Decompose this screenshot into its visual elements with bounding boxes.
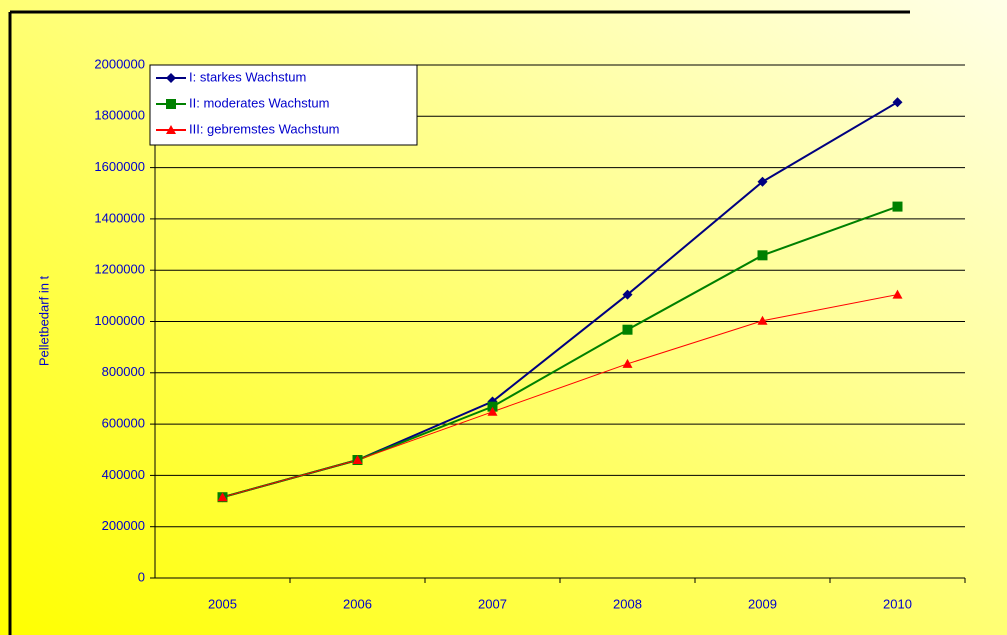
x-tick-label: 2008 xyxy=(613,596,642,611)
legend-label: III: gebremstes Wachstum xyxy=(189,121,340,136)
legend-marker xyxy=(166,99,176,109)
series-line xyxy=(222,294,898,498)
legend-label: II: moderates Wachstum xyxy=(189,95,329,110)
x-tick-label: 2009 xyxy=(748,596,777,611)
y-tick-label: 800000 xyxy=(102,364,145,379)
y-tick-label: 0 xyxy=(138,569,145,584)
y-tick-label: 2000000 xyxy=(94,56,145,71)
y-tick-label: 1600000 xyxy=(94,159,145,174)
data-point xyxy=(892,201,903,212)
x-tick-label: 2007 xyxy=(478,596,507,611)
data-point xyxy=(892,289,903,299)
legend-marker xyxy=(166,125,176,134)
legend-label: I: starkes Wachstum xyxy=(189,69,306,84)
data-point xyxy=(622,289,633,300)
y-tick-label: 1000000 xyxy=(94,313,145,328)
data-point xyxy=(892,97,903,108)
data-point xyxy=(757,176,768,187)
y-tick-label: 400000 xyxy=(102,467,145,482)
data-point xyxy=(487,406,498,416)
y-tick-label: 1800000 xyxy=(94,108,145,123)
x-tick-label: 2010 xyxy=(883,596,912,611)
y-axis-label: Pelletbedarf in t xyxy=(36,275,51,366)
data-point xyxy=(622,358,633,368)
y-tick-label: 1400000 xyxy=(94,210,145,225)
data-point xyxy=(352,455,363,465)
x-tick-label: 2006 xyxy=(343,596,372,611)
data-point xyxy=(622,324,633,335)
data-point xyxy=(757,250,768,261)
y-tick-label: 600000 xyxy=(102,416,145,431)
data-point xyxy=(487,401,498,412)
y-tick-label: 1200000 xyxy=(94,262,145,277)
y-tick-label: 200000 xyxy=(102,518,145,533)
legend-marker xyxy=(166,73,176,83)
x-tick-label: 2005 xyxy=(208,596,237,611)
legend-box xyxy=(149,64,418,146)
data-point xyxy=(217,492,228,502)
data-point xyxy=(757,315,768,325)
